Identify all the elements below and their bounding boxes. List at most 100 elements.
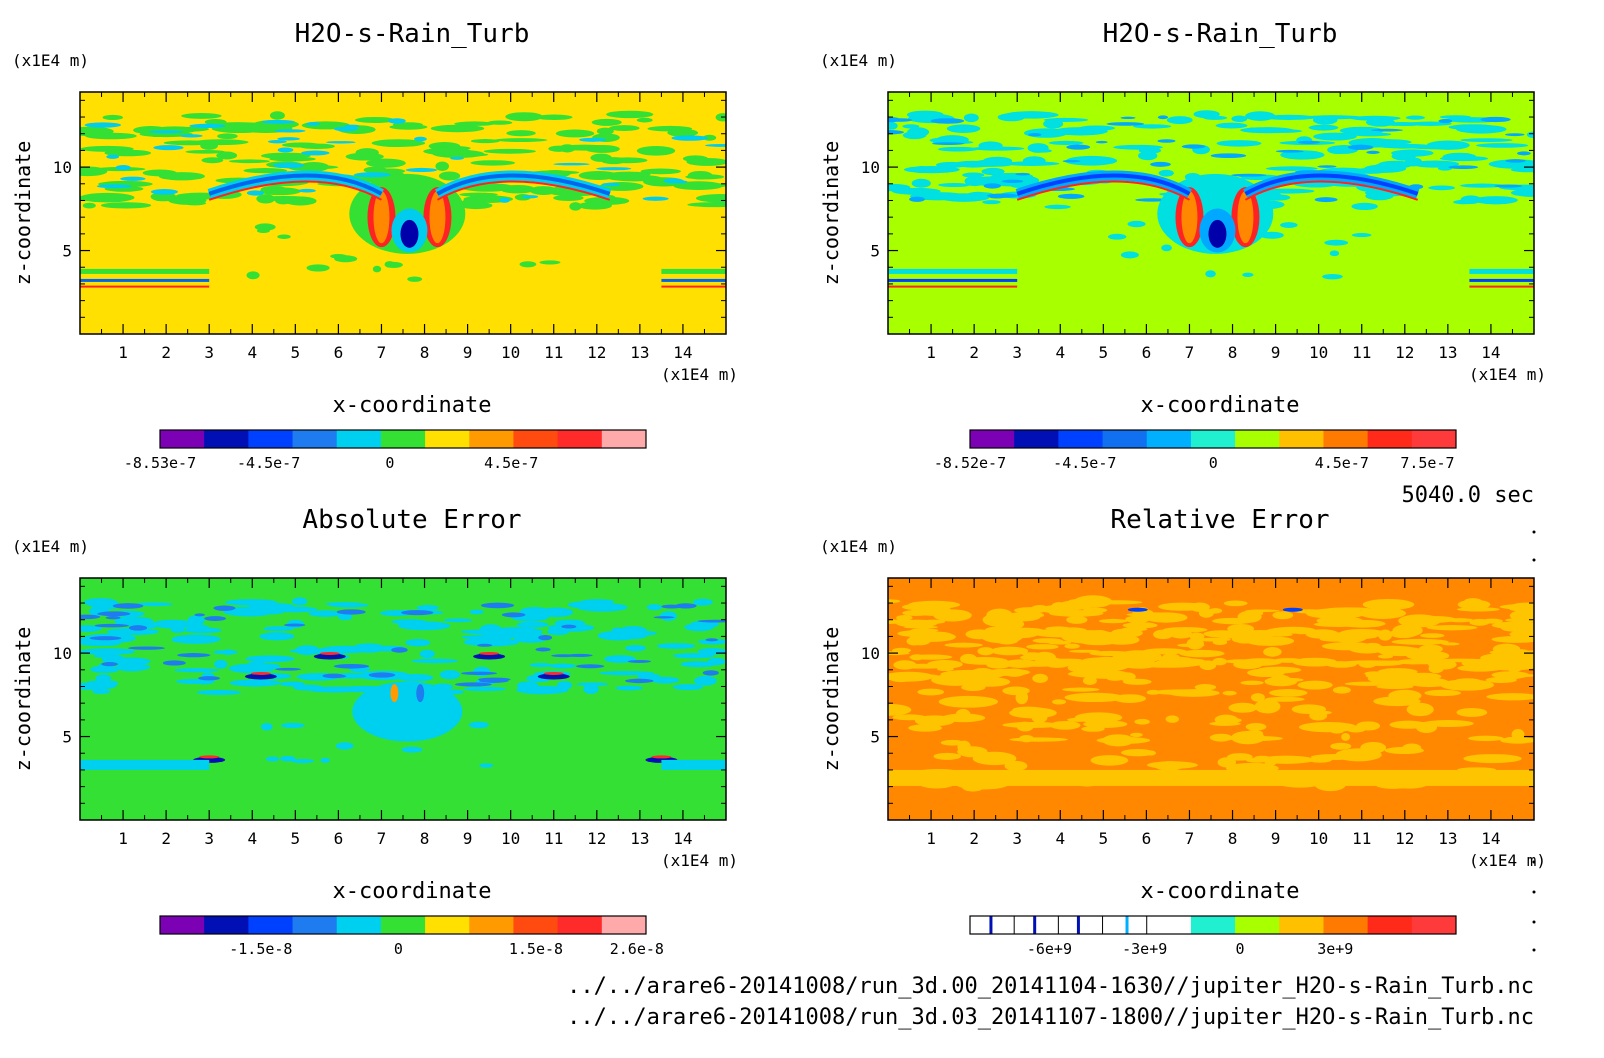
colorbar-frame — [159, 915, 647, 935]
heatmap-cell — [1405, 115, 1425, 120]
heatmap-cell — [1238, 641, 1250, 644]
heatmap-cell — [1456, 708, 1488, 717]
heatmap-cell — [128, 625, 148, 631]
heatmap-cell — [607, 171, 651, 178]
x-tick-label: 4 — [1055, 829, 1065, 848]
plume-horn-core — [1244, 173, 1419, 196]
heatmap-cell — [938, 182, 971, 188]
colorbar-swatch — [425, 916, 470, 934]
heatmap-cell — [494, 138, 548, 142]
y-unit-label: (x1E4 m) — [12, 537, 89, 556]
heatmap-cell — [1467, 735, 1504, 742]
heatmap-cell — [443, 618, 473, 623]
x-tick-label: 7 — [1185, 829, 1195, 848]
x-unit-label: (x1E4 m) — [1469, 851, 1546, 870]
heatmap-cell — [162, 660, 186, 666]
heatmap-cell — [1422, 719, 1474, 728]
heatmap-cell — [256, 228, 270, 234]
heatmap-cell — [1113, 694, 1146, 703]
x-tick-label: 6 — [334, 829, 344, 848]
heatmap-cell — [1319, 637, 1355, 642]
heatmap-cell — [479, 679, 509, 683]
colorbar-swatch — [1367, 430, 1413, 448]
error-streak — [199, 755, 220, 759]
heatmap-cell — [277, 147, 294, 153]
colorbar-mark — [1033, 916, 1037, 934]
heatmap-cell — [569, 202, 582, 211]
heatmap-cell — [1264, 676, 1298, 687]
x-tick-label: 10 — [1309, 829, 1328, 848]
y-axis-label: z-coordinate — [819, 627, 843, 772]
heatmap-cell — [1259, 231, 1284, 239]
lower-band — [80, 268, 210, 274]
heatmap-cell — [1457, 599, 1491, 610]
heatmap-cell — [1362, 598, 1415, 610]
heatmap-cell — [120, 176, 146, 181]
heatmap-cell — [1349, 132, 1392, 137]
heatmap-cell — [506, 130, 536, 137]
plume-horn-edge — [1244, 180, 1419, 201]
colorbar-swatch — [970, 430, 1015, 448]
heatmap-cell — [90, 665, 120, 674]
colorbar-swatch — [425, 430, 470, 448]
x-tick-label: 12 — [1395, 343, 1414, 362]
heatmap-cell — [567, 600, 615, 609]
heatmap-cell — [522, 195, 539, 199]
heatmap-cell — [1216, 140, 1262, 147]
error-streak — [313, 653, 346, 660]
heatmap-cell — [325, 141, 356, 144]
heatmap-cell — [1121, 749, 1155, 757]
heatmap-cell — [259, 632, 295, 641]
heatmap-cell — [336, 609, 366, 615]
heatmap-cell — [470, 160, 516, 166]
heatmap-cell — [92, 688, 111, 695]
heatmap-cell — [1476, 143, 1529, 148]
x-tick-label: 13 — [1438, 829, 1457, 848]
heatmap-cell — [686, 157, 726, 166]
heatmap-cell — [1463, 754, 1522, 764]
heatmap-cell — [606, 110, 654, 119]
colorbar-swatch — [1058, 430, 1104, 448]
heatmap-cell — [1047, 640, 1072, 645]
y-unit-label: (x1E4 m) — [820, 537, 897, 556]
x-axis-label: x-coordinate — [1141, 879, 1300, 904]
heatmap-cell — [579, 137, 607, 142]
x-tick-label: 2 — [969, 343, 979, 362]
heatmap-cell — [1480, 116, 1511, 123]
heatmap-cell — [439, 669, 461, 680]
x-axis-label: x-coordinate — [333, 393, 492, 418]
heatmap-cell — [1152, 689, 1208, 695]
heatmap-cell — [953, 669, 1005, 680]
heatmap-cell — [80, 192, 135, 203]
heatmap-cell — [1500, 624, 1534, 633]
heatmap-cell — [1031, 612, 1045, 618]
heatmap-cell — [1398, 614, 1441, 628]
heatmap-cell — [243, 167, 288, 174]
heatmap-cell — [601, 182, 621, 187]
colorbar-tick-label: 0 — [385, 454, 394, 472]
heatmap-cell — [1125, 615, 1150, 624]
heatmap-cell — [1161, 244, 1172, 252]
heatmap-cell — [1258, 755, 1315, 764]
heatmap-cell — [637, 673, 661, 680]
heatmap-cell — [1209, 733, 1233, 742]
x-tick-label: 1 — [118, 829, 128, 848]
heatmap-cell — [1134, 718, 1150, 725]
heatmap-cell — [1082, 676, 1097, 686]
heatmap-cell — [1428, 663, 1444, 674]
chart-title: H2O-s-Rain_Turb — [1103, 19, 1338, 49]
heatmap-cell — [1052, 699, 1067, 705]
heatmap-cell — [189, 123, 226, 129]
heatmap-cell — [1122, 622, 1158, 629]
heatmap-cell — [1066, 144, 1091, 150]
heatmap-cell — [1150, 161, 1171, 167]
margin-dot — [1532, 530, 1536, 534]
heatmap-cell — [1009, 707, 1057, 719]
heatmap-cell — [1028, 132, 1042, 137]
heatmap-cell — [246, 271, 260, 280]
heatmap-cell — [1453, 199, 1475, 205]
heatmap-cell — [281, 722, 305, 729]
heatmap-cell — [1366, 150, 1380, 154]
colorbar-tick-label: -4.5e-7 — [237, 454, 300, 472]
